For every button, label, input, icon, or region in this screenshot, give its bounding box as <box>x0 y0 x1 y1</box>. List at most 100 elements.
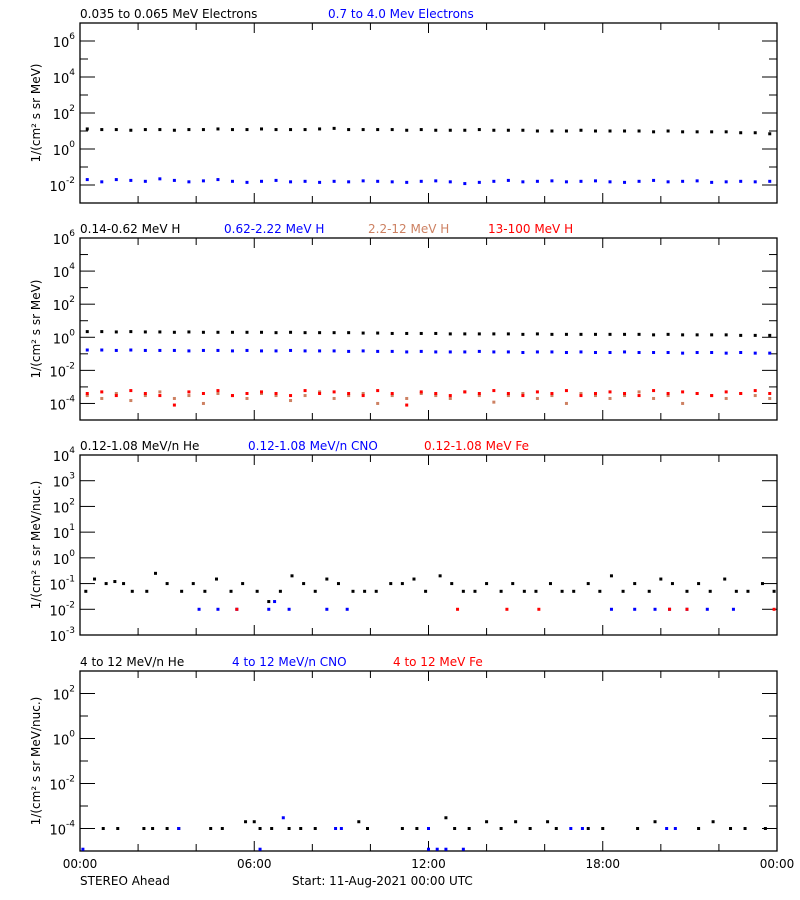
data-point <box>85 348 89 352</box>
data-point <box>274 394 278 398</box>
data-point <box>546 820 550 824</box>
data-point <box>274 391 278 395</box>
data-point <box>609 574 613 578</box>
data-point <box>114 330 118 334</box>
data-point <box>339 827 343 830</box>
data-point <box>230 349 234 353</box>
y-tick-label: 102 <box>53 497 75 516</box>
data-point <box>187 349 191 353</box>
data-point <box>278 589 282 593</box>
data-point <box>274 128 278 132</box>
data-point <box>550 179 554 183</box>
data-point <box>114 391 118 395</box>
data-point <box>492 179 496 183</box>
data-point <box>695 391 699 395</box>
data-point <box>289 348 293 352</box>
data-point <box>731 607 735 611</box>
series <box>235 607 776 611</box>
legend-label: 4 to 12 MeV/n He <box>80 655 184 669</box>
y-tick-label: 10-3 <box>49 626 75 645</box>
data-point <box>724 351 728 355</box>
data-point <box>267 607 271 611</box>
data-point <box>665 827 669 830</box>
data-point <box>180 589 184 593</box>
legend-label: 0.62-2.22 MeV H <box>224 222 324 236</box>
data-point <box>419 390 423 394</box>
data-point <box>201 128 205 132</box>
data-point <box>143 348 147 352</box>
data-point <box>463 350 467 354</box>
y-tick-label: 101 <box>53 523 75 542</box>
data-point <box>448 332 452 336</box>
data-point <box>593 351 597 355</box>
data-point <box>492 400 496 404</box>
data-point <box>241 582 245 586</box>
data-point <box>187 394 191 398</box>
data-point <box>485 820 489 824</box>
data-point <box>187 180 191 184</box>
data-point <box>427 847 430 851</box>
data-point <box>172 128 176 132</box>
data-point <box>535 179 539 183</box>
data-point <box>768 179 772 183</box>
legend-label: 0.035 to 0.065 MeV Electrons <box>80 7 257 21</box>
data-point <box>434 331 438 335</box>
data-point <box>768 333 772 337</box>
data-point <box>499 589 503 593</box>
data-point <box>535 350 539 354</box>
data-point <box>100 180 104 184</box>
data-point <box>158 177 162 181</box>
data-point <box>361 128 365 132</box>
data-point <box>334 827 338 830</box>
y-tick-label: 102 <box>53 685 75 704</box>
data-point <box>739 179 743 183</box>
data-point <box>467 827 471 830</box>
legend-label: 4 to 12 MeV Fe <box>393 655 483 669</box>
data-point <box>668 607 672 611</box>
data-point <box>550 129 554 133</box>
data-point <box>463 390 467 394</box>
data-point <box>357 820 361 824</box>
data-point <box>114 128 118 132</box>
data-point <box>637 332 641 336</box>
data-point <box>666 394 670 398</box>
data-point <box>695 130 699 134</box>
y-tick-label: 100 <box>53 730 76 749</box>
data-point <box>100 390 104 394</box>
data-point <box>201 401 205 405</box>
data-point <box>647 589 651 593</box>
y-axis-label: 1/(cm² s sr MeV/nuc.) <box>29 481 43 610</box>
y-tick-label: 103 <box>53 472 75 491</box>
data-point <box>419 331 423 335</box>
data-point <box>172 403 176 407</box>
data-point <box>325 577 329 581</box>
data-point <box>201 348 205 352</box>
data-point <box>361 179 365 183</box>
data-point <box>492 128 496 132</box>
data-point <box>724 396 728 400</box>
y-tick-label: 10-4 <box>49 394 75 413</box>
data-point <box>710 351 714 355</box>
data-point <box>637 394 641 398</box>
data-point <box>143 391 147 395</box>
data-point <box>569 827 573 830</box>
data-point <box>652 351 656 355</box>
data-point <box>550 350 554 354</box>
data-point <box>753 131 757 135</box>
data-point <box>739 351 743 355</box>
data-point <box>579 128 583 132</box>
data-point <box>347 349 351 353</box>
data-point <box>434 394 438 398</box>
data-point <box>653 607 657 611</box>
data-point <box>586 582 590 586</box>
x-tick-label: 00:00 <box>63 857 98 871</box>
data-point <box>197 607 201 611</box>
data-point <box>550 394 554 398</box>
data-point <box>521 332 525 336</box>
data-point <box>710 394 714 398</box>
data-point <box>415 827 419 830</box>
data-point <box>652 130 656 134</box>
data-point <box>390 128 394 132</box>
data-point <box>434 350 438 354</box>
data-point <box>258 827 262 830</box>
